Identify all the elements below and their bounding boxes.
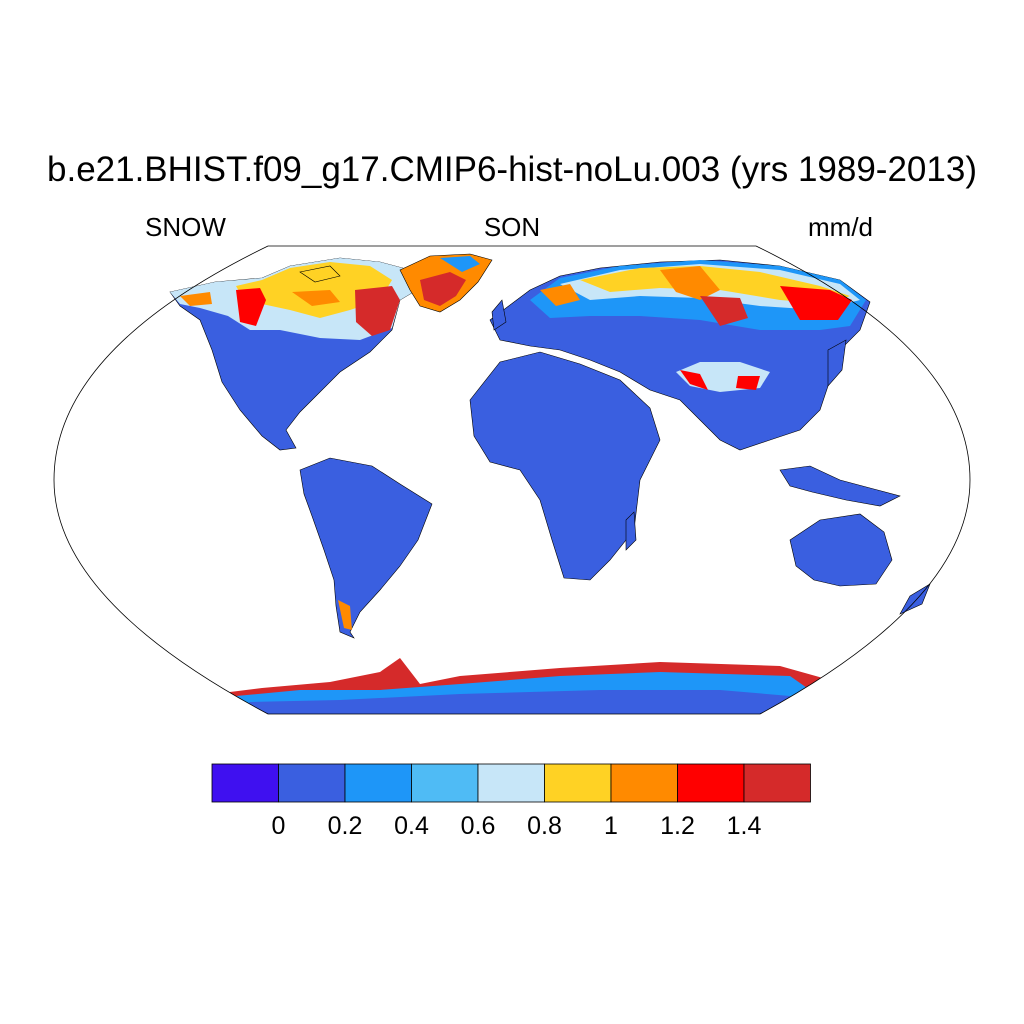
japan — [827, 339, 847, 387]
eurasia-africa — [469, 259, 871, 581]
colorbar-bin-1 — [278, 763, 346, 803]
map-frame — [53, 245, 971, 715]
colorbar-bin-4 — [477, 763, 545, 803]
antarctica — [220, 658, 830, 714]
colorbar-tick-label: 0 — [271, 812, 286, 840]
units-label: mm/d — [808, 212, 873, 242]
colorbar-tick-label: 1.2 — [660, 812, 695, 840]
new-zealand — [899, 583, 931, 615]
uk — [491, 299, 507, 331]
australia — [789, 513, 893, 587]
map-title: b.e21.BHIST.f09_g17.CMIP6-hist-noLu.003 … — [47, 150, 977, 189]
colorbar-bin-8 — [743, 763, 811, 803]
colorbar-tick-label: 1 — [604, 812, 618, 840]
colorbar-tick-label: 0.4 — [394, 812, 429, 840]
greenland — [399, 253, 493, 313]
variable-label: SNOW — [145, 212, 226, 242]
colorbar-bin-2 — [344, 763, 412, 803]
colorbar-bin-3 — [411, 763, 479, 803]
madagascar — [625, 511, 637, 551]
colorbar-tick-label: 0.2 — [327, 812, 363, 840]
south-america — [299, 457, 433, 639]
southeast-asia-islands — [779, 465, 901, 507]
colorbar-bin-5 — [544, 763, 612, 803]
colorbar-tick-label: 1.4 — [726, 812, 762, 840]
colorbar-bin-7 — [677, 763, 745, 803]
north-america — [169, 257, 421, 451]
colorbar-tick-label: 0.6 — [460, 812, 496, 840]
season-label: SON — [483, 212, 541, 242]
colorbar-bin-6 — [610, 763, 678, 803]
colorbar-bin-0 — [211, 763, 279, 803]
colorbar-tick-label: 0.8 — [527, 812, 562, 840]
